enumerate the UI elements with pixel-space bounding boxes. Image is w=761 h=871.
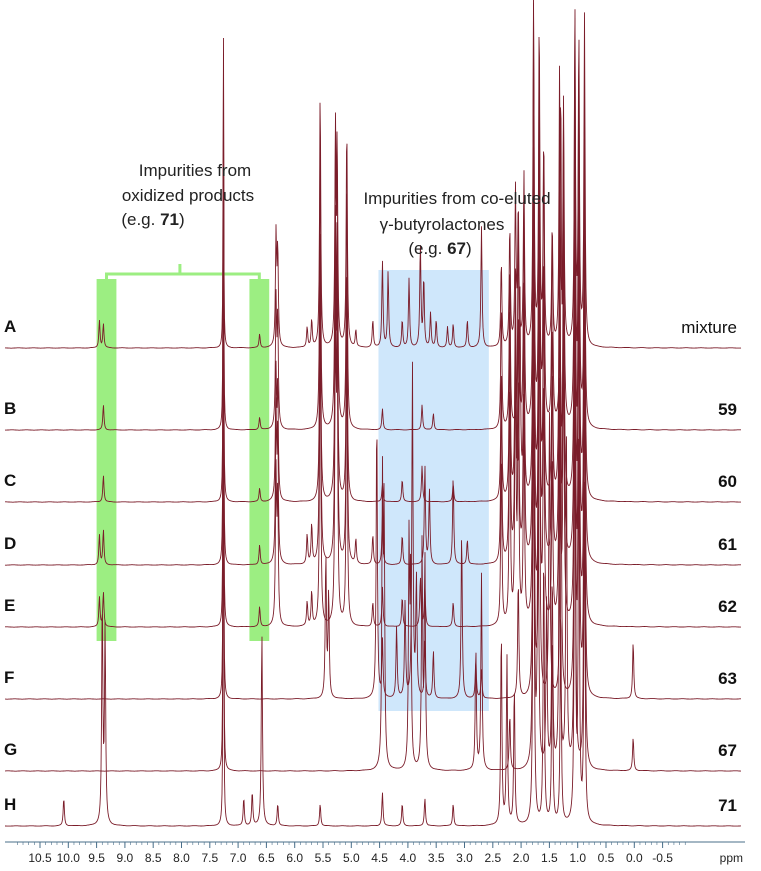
x-tick-label: 7.0 xyxy=(230,851,247,865)
x-tick-label: 9.0 xyxy=(117,851,134,865)
x-tick-label: 5.5 xyxy=(315,851,332,865)
row-label-C: C xyxy=(4,471,16,490)
spectrum-G xyxy=(5,205,741,772)
oxidized-bracket xyxy=(105,264,261,283)
row-label-D: D xyxy=(4,534,16,553)
annotation-oxidized-line3: (e.g. 71) xyxy=(121,210,184,229)
annotation-butyrolactones-line2: γ-butyrolactones xyxy=(380,215,505,234)
x-tick-label: 10.0 xyxy=(57,851,81,865)
x-tick-label: 1.0 xyxy=(569,851,586,865)
x-tick-label: 7.5 xyxy=(201,851,218,865)
spectrum-B xyxy=(4,3,741,431)
spectrum-C xyxy=(5,44,741,503)
spectrum-D xyxy=(4,56,741,566)
x-tick-label: -0.5 xyxy=(652,851,673,865)
x-tick-label: 2.0 xyxy=(513,851,530,865)
x-tick-label: 4.5 xyxy=(371,851,388,865)
spectrum-A xyxy=(4,0,742,349)
bracket-line xyxy=(105,264,261,283)
highlight-regions xyxy=(96,270,489,711)
x-tick-label: 1.5 xyxy=(541,851,558,865)
highlight-oxidized-2 xyxy=(249,279,270,641)
compound-label-C: 60 xyxy=(718,472,737,491)
row-labels: A B C D E F G H xyxy=(4,317,17,814)
spectrum-E xyxy=(5,119,741,628)
x-tick-label: 3.5 xyxy=(428,851,445,865)
x-tick-label: 6.0 xyxy=(286,851,303,865)
row-label-H: H xyxy=(4,795,16,814)
x-axis-unit: ppm xyxy=(720,851,743,865)
x-tick-label: 8.5 xyxy=(145,851,162,865)
compound-label-H: 71 xyxy=(718,796,737,815)
compound-label-G: 67 xyxy=(718,741,737,760)
row-label-A: A xyxy=(4,317,16,336)
x-tick-label: 0.5 xyxy=(598,851,615,865)
annotation-oxidized-line1: Impurities from xyxy=(139,161,251,180)
x-tick-label: 5.0 xyxy=(343,851,360,865)
x-axis: 10.5 10.0 9.5 9.0 8.5 8.0 7.5 7.0 6.5 6.0 5.5 5.0 4.… xyxy=(5,841,745,865)
row-label-B: B xyxy=(4,399,16,418)
highlight-butyrolactones-1 xyxy=(378,270,489,711)
spectra-traces xyxy=(4,0,742,827)
row-label-F: F xyxy=(4,668,14,687)
annotation-butyrolactones-line1: Impurities from co-eluted xyxy=(363,189,550,208)
row-label-E: E xyxy=(4,596,15,615)
x-tick-label: 10.5 xyxy=(28,851,52,865)
annotation-oxidized-line2: oxidized products xyxy=(122,186,254,205)
x-tick-label: 9.5 xyxy=(88,851,105,865)
x-tick-label: 4.0 xyxy=(400,851,417,865)
x-tick-label: 3.0 xyxy=(456,851,473,865)
compound-label-D: 61 xyxy=(718,535,737,554)
compound-label-A: mixture xyxy=(681,318,737,337)
x-tick-label: 8.0 xyxy=(173,851,190,865)
compound-label-E: 62 xyxy=(718,597,737,616)
compound-labels: mixture 59 60 61 62 63 67 71 xyxy=(681,318,737,815)
spectrum-H xyxy=(5,322,741,827)
row-label-G: G xyxy=(4,740,17,759)
x-tick-label: 0.0 xyxy=(626,851,643,865)
x-tick-label: 6.5 xyxy=(258,851,275,865)
highlight-oxidized-1 xyxy=(96,279,117,641)
compound-label-B: 59 xyxy=(718,400,737,419)
annotation-butyrolactones-line3: (e.g. 67) xyxy=(408,239,471,258)
x-tick-label: 2.5 xyxy=(484,851,501,865)
spectrum-F xyxy=(5,214,741,700)
compound-label-F: 63 xyxy=(718,669,737,688)
